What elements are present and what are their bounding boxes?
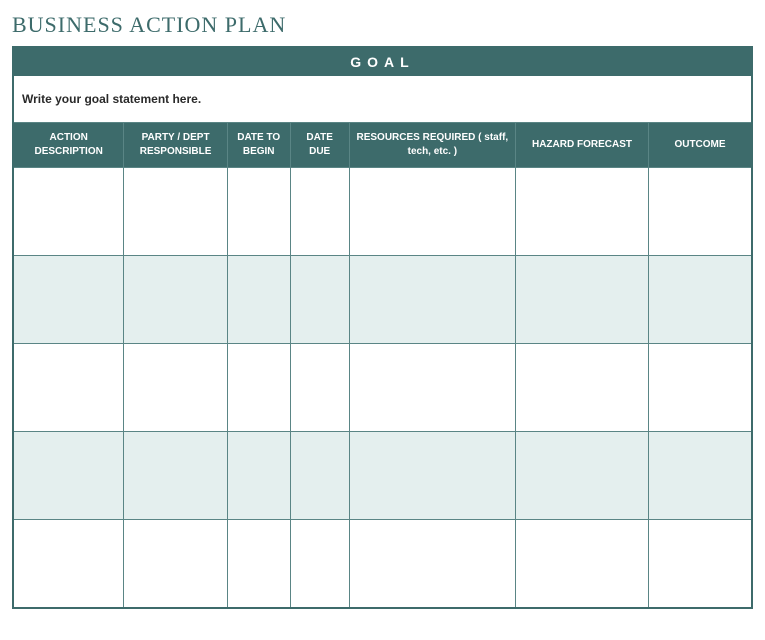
- cell-outcome[interactable]: [649, 168, 753, 256]
- cell-action[interactable]: [13, 432, 124, 520]
- cell-hazard[interactable]: [515, 256, 648, 344]
- table-row: [13, 168, 752, 256]
- cell-begin[interactable]: [227, 432, 290, 520]
- cell-begin[interactable]: [227, 344, 290, 432]
- cell-begin[interactable]: [227, 168, 290, 256]
- goal-statement-field[interactable]: Write your goal statement here.: [13, 76, 752, 123]
- cell-hazard[interactable]: [515, 520, 648, 608]
- cell-outcome[interactable]: [649, 344, 753, 432]
- cell-action[interactable]: [13, 520, 124, 608]
- business-action-plan: BUSINESS ACTION PLAN GOAL Write your goa…: [0, 0, 765, 609]
- table-row: [13, 432, 752, 520]
- cell-outcome[interactable]: [649, 256, 753, 344]
- cell-due[interactable]: [290, 344, 349, 432]
- cell-begin[interactable]: [227, 256, 290, 344]
- cell-party[interactable]: [124, 344, 227, 432]
- col-header-resources: RESOURCES REQUIRED ( staff, tech, etc. ): [349, 123, 515, 168]
- col-header-due: DATE DUE: [290, 123, 349, 168]
- table-row: [13, 520, 752, 608]
- cell-resources[interactable]: [349, 432, 515, 520]
- cell-action[interactable]: [13, 344, 124, 432]
- cell-outcome[interactable]: [649, 432, 753, 520]
- col-header-begin: DATE TO BEGIN: [227, 123, 290, 168]
- cell-action[interactable]: [13, 256, 124, 344]
- cell-hazard[interactable]: [515, 432, 648, 520]
- cell-party[interactable]: [124, 432, 227, 520]
- cell-due[interactable]: [290, 432, 349, 520]
- cell-due[interactable]: [290, 256, 349, 344]
- cell-due[interactable]: [290, 520, 349, 608]
- cell-hazard[interactable]: [515, 168, 648, 256]
- cell-party[interactable]: [124, 256, 227, 344]
- cell-resources[interactable]: [349, 168, 515, 256]
- goal-input-row: Write your goal statement here.: [13, 76, 752, 123]
- action-plan-table: GOAL Write your goal statement here. ACT…: [12, 46, 753, 609]
- cell-hazard[interactable]: [515, 344, 648, 432]
- cell-resources[interactable]: [349, 520, 515, 608]
- col-header-party: PARTY / DEPT RESPONSIBLE: [124, 123, 227, 168]
- cell-outcome[interactable]: [649, 520, 753, 608]
- table-row: [13, 256, 752, 344]
- goal-header-row: GOAL: [13, 47, 752, 76]
- cell-action[interactable]: [13, 168, 124, 256]
- cell-begin[interactable]: [227, 520, 290, 608]
- col-header-hazard: HAZARD FORECAST: [515, 123, 648, 168]
- goal-header-label: GOAL: [13, 47, 752, 76]
- cell-due[interactable]: [290, 168, 349, 256]
- cell-resources[interactable]: [349, 256, 515, 344]
- page-title: BUSINESS ACTION PLAN: [12, 12, 753, 38]
- cell-party[interactable]: [124, 168, 227, 256]
- table-row: [13, 344, 752, 432]
- column-headers: ACTION DESCRIPTION PARTY / DEPT RESPONSI…: [13, 123, 752, 168]
- col-header-outcome: OUTCOME: [649, 123, 753, 168]
- cell-resources[interactable]: [349, 344, 515, 432]
- cell-party[interactable]: [124, 520, 227, 608]
- col-header-action: ACTION DESCRIPTION: [13, 123, 124, 168]
